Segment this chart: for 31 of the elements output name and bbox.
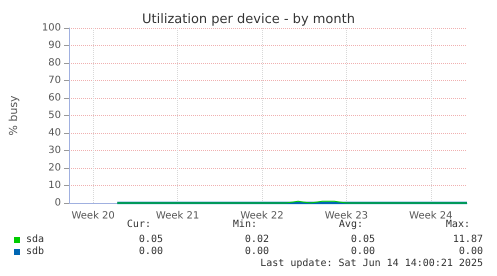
x-tick-label: Week 20 [71,210,115,222]
y-tick-label: 90 [48,40,61,51]
y-tick-label: 30 [48,145,61,156]
text: 0.05 [138,234,163,246]
text: 11.87 [452,234,483,246]
y-tick-label: 10 [48,180,61,191]
text: Avg: [338,219,363,231]
legend-label: sdb [26,246,44,258]
x-tick-label: Week 22 [240,210,284,222]
text: Min: [232,219,257,231]
y-tick-label: 40 [48,128,61,138]
text: Cur: [126,219,151,231]
y-tick-label: 20 [48,162,61,174]
y-tick-label: 0 [54,198,61,208]
y-tick-label: 50 [48,110,61,121]
text: 0.05 [350,234,375,246]
chart-title: Utilization per device - by month [142,12,355,27]
y-tick-label: 100 [42,22,61,34]
text: 0.00 [138,246,163,258]
text: 0.00 [458,246,483,258]
text: 0.00 [350,246,375,258]
text: Max: [446,219,470,231]
y-tick-label: 80 [48,58,61,68]
text: 0.02 [244,234,269,246]
x-tick-label: Week 21 [156,210,200,222]
y-tick-label: 60 [48,92,61,104]
legend-label: sda [26,234,44,246]
y-axis-title: % busy [7,94,20,136]
y-tick-label: 70 [48,75,61,86]
text: 0.00 [244,246,269,258]
text: Last update: Sat Jun 14 14:00:21 2025 [260,258,483,270]
